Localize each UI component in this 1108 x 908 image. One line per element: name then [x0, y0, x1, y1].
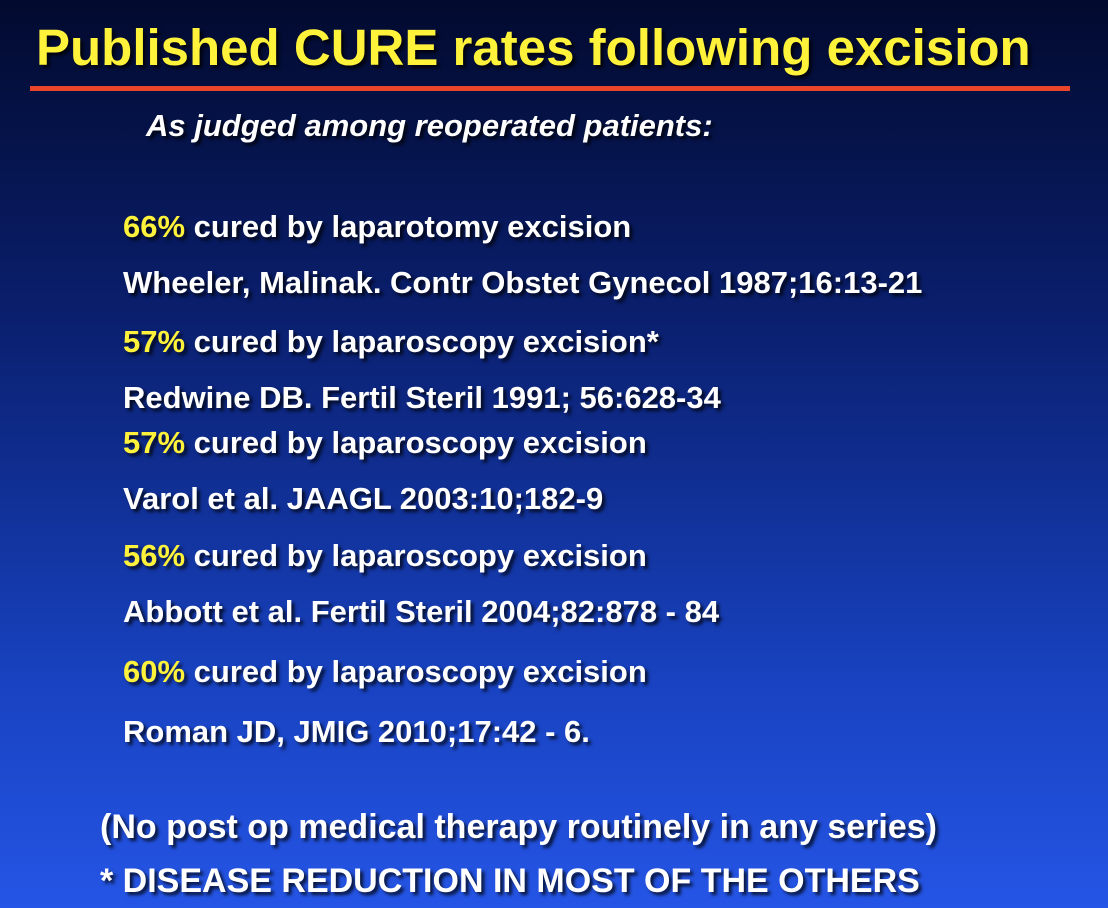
slide-title: Published CURE rates following excision: [36, 19, 1031, 76]
citation-line: Redwine DB. Fertil Steril 1991; 56:628-3…: [123, 380, 721, 415]
cure-rate-percent: 66%: [123, 209, 186, 244]
citation-line: Abbott et al. Fertil Steril 2004;82:878 …: [123, 594, 720, 629]
cure-rate-percent: 57%: [123, 324, 186, 359]
cure-rate-percent: 56%: [123, 538, 186, 573]
cure-rate-text: cured by laparoscopy excision: [185, 425, 647, 460]
cure-rate-text: cured by laparoscopy excision: [185, 654, 647, 689]
cure-rate-text: cured by laparoscopy excision: [185, 538, 647, 573]
slide-subtitle: As judged among reoperated patients:: [146, 108, 713, 143]
cure-rate-line: 57% cured by laparoscopy excision: [123, 425, 647, 461]
cure-rate-text: cured by laparoscopy excision*: [185, 324, 659, 359]
cure-rate-percent: 57%: [123, 425, 186, 460]
citation-line: Varol et al. JAAGL 2003:10;182-9: [123, 481, 604, 516]
cure-rate-percent: 60%: [123, 654, 186, 689]
cure-rate-line: 57% cured by laparoscopy excision*: [123, 324, 659, 360]
citation-line: Wheeler, Malinak. Contr Obstet Gynecol 1…: [123, 265, 923, 300]
cure-rate-text: cured by laparotomy excision: [185, 209, 632, 244]
title-divider: [30, 86, 1070, 91]
footer-note: (No post op medical therapy routinely in…: [100, 808, 937, 846]
citation-line: Roman JD, JMIG 2010;17:42 - 6.: [123, 714, 590, 749]
cure-rate-line: 66% cured by laparotomy excision: [123, 209, 631, 245]
footer-disclaimer: * DISEASE REDUCTION IN MOST OF THE OTHER…: [100, 862, 920, 900]
cure-rate-line: 60% cured by laparoscopy excision: [123, 654, 647, 690]
cure-rate-line: 56% cured by laparoscopy excision: [123, 538, 647, 574]
